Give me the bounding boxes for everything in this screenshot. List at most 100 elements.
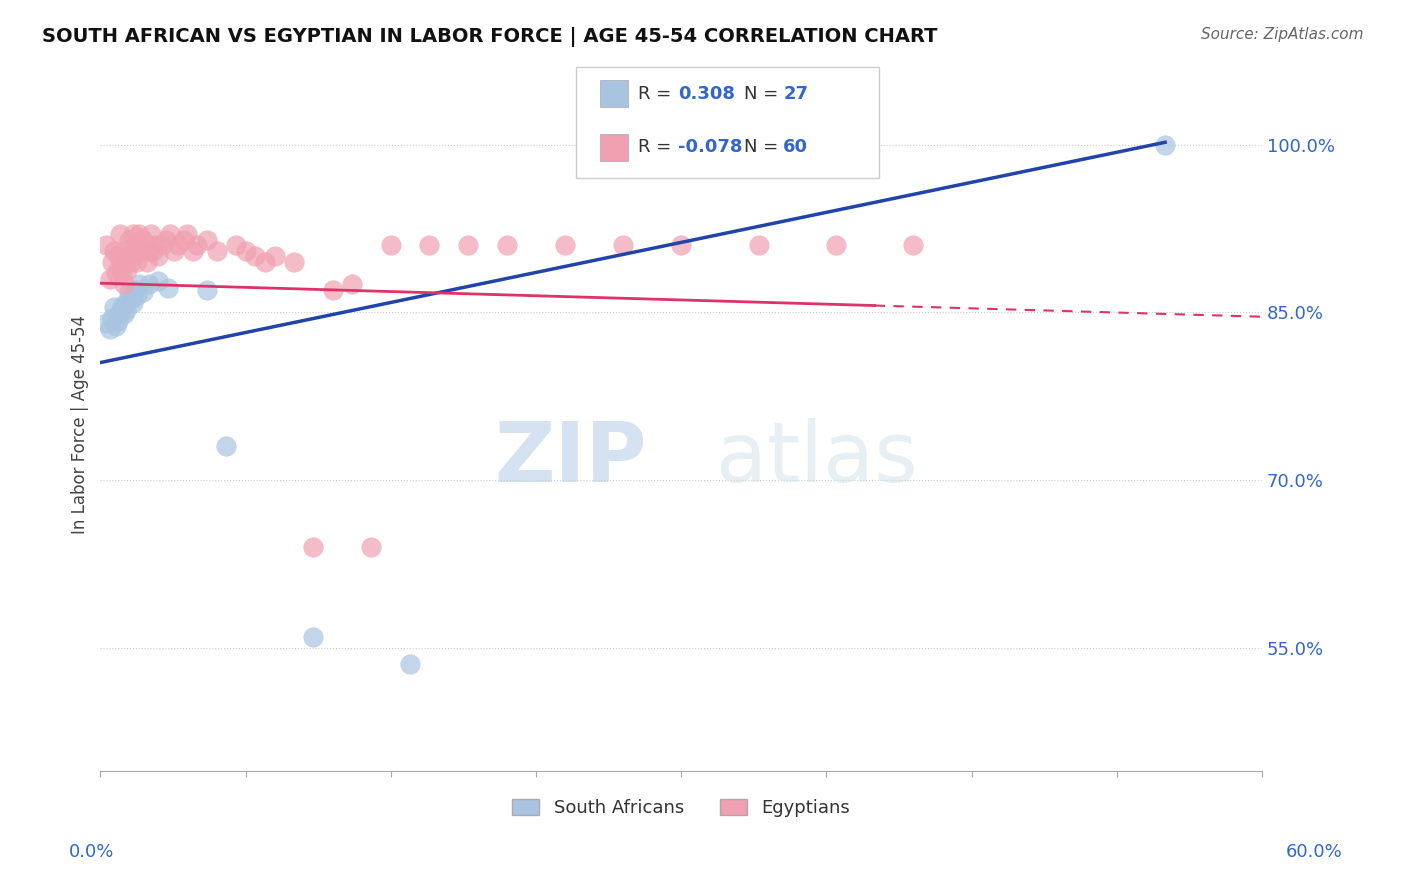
Point	[263, 249, 285, 263]
Point	[138, 277, 160, 292]
Text: atlas: atlas	[716, 418, 918, 500]
Text: ZIP: ZIP	[494, 418, 647, 500]
Point	[107, 249, 129, 263]
Point	[253, 255, 276, 269]
Point	[340, 277, 363, 292]
Point	[205, 244, 228, 258]
Point	[117, 294, 139, 309]
Point	[101, 310, 124, 325]
Text: Source: ZipAtlas.com: Source: ZipAtlas.com	[1201, 27, 1364, 42]
Point	[139, 227, 162, 241]
Point	[903, 238, 925, 252]
Point	[124, 238, 146, 252]
Point	[111, 299, 134, 313]
Text: 27: 27	[783, 85, 808, 103]
Point	[118, 285, 141, 299]
Point	[138, 244, 160, 258]
Point	[127, 288, 149, 302]
Point	[112, 277, 135, 292]
Point	[748, 238, 770, 252]
Point	[148, 249, 170, 263]
Point	[215, 439, 238, 453]
Point	[118, 249, 141, 263]
Point	[107, 314, 129, 328]
Point	[825, 238, 848, 252]
Point	[124, 244, 146, 258]
Text: -0.078: -0.078	[678, 138, 742, 156]
Point	[122, 227, 145, 241]
Point	[112, 244, 135, 258]
Text: 60.0%: 60.0%	[1286, 843, 1343, 861]
Point	[135, 255, 157, 269]
Point	[155, 233, 177, 247]
Point	[98, 322, 121, 336]
Text: 60: 60	[783, 138, 808, 156]
Point	[457, 238, 479, 252]
Point	[134, 238, 156, 252]
Point	[132, 285, 155, 299]
Point	[122, 296, 145, 310]
Point	[114, 303, 136, 318]
Point	[245, 249, 267, 263]
Point	[399, 657, 422, 672]
Point	[96, 317, 118, 331]
Point	[142, 244, 165, 258]
Point	[111, 266, 134, 280]
Point	[96, 238, 118, 252]
Point	[157, 280, 180, 294]
Point	[163, 244, 186, 258]
Point	[124, 283, 146, 297]
Point	[1154, 137, 1177, 152]
Point	[104, 266, 127, 280]
Point	[101, 255, 124, 269]
Point	[669, 238, 692, 252]
Point	[98, 271, 121, 285]
Point	[117, 262, 139, 277]
Point	[186, 238, 208, 252]
Point	[108, 227, 131, 241]
Text: 0.308: 0.308	[678, 85, 735, 103]
Point	[120, 255, 142, 269]
Text: SOUTH AFRICAN VS EGYPTIAN IN LABOR FORCE | AGE 45-54 CORRELATION CHART: SOUTH AFRICAN VS EGYPTIAN IN LABOR FORCE…	[42, 27, 938, 46]
Point	[114, 255, 136, 269]
Point	[103, 300, 125, 314]
Point	[127, 255, 149, 269]
Point	[612, 238, 634, 252]
Point	[195, 233, 218, 247]
Legend: South Africans, Egyptians: South Africans, Egyptians	[505, 791, 858, 824]
Text: 0.0%: 0.0%	[69, 843, 114, 861]
Y-axis label: In Labor Force | Age 45-54: In Labor Force | Age 45-54	[72, 315, 89, 533]
Point	[166, 238, 188, 252]
Point	[302, 540, 325, 554]
Point	[128, 244, 150, 258]
Point	[103, 244, 125, 258]
Point	[108, 305, 131, 319]
Point	[418, 238, 440, 252]
Point	[195, 283, 218, 297]
Point	[380, 238, 402, 252]
Point	[283, 255, 305, 269]
Text: R =: R =	[638, 138, 678, 156]
Text: N =: N =	[744, 138, 783, 156]
Point	[554, 238, 576, 252]
Text: N =: N =	[744, 85, 783, 103]
Point	[120, 292, 142, 306]
Point	[112, 308, 135, 322]
Point	[181, 244, 204, 258]
Point	[128, 227, 150, 241]
Point	[360, 540, 382, 554]
Point	[118, 233, 141, 247]
Point	[159, 227, 181, 241]
Point	[302, 630, 325, 644]
Point	[128, 277, 150, 292]
Point	[225, 238, 247, 252]
Text: R =: R =	[638, 85, 678, 103]
Point	[496, 238, 519, 252]
Point	[132, 233, 155, 247]
Point	[150, 238, 173, 252]
Point	[176, 227, 198, 241]
Point	[173, 233, 195, 247]
Point	[235, 244, 257, 258]
Point	[104, 318, 127, 333]
Point	[148, 274, 170, 288]
